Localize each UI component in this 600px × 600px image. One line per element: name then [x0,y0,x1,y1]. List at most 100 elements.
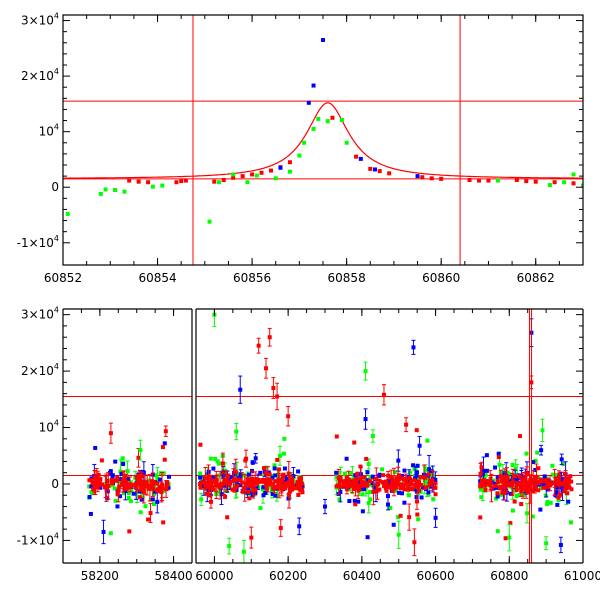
data-point [269,168,273,173]
data-point [360,483,365,488]
data-point [118,477,123,482]
x-tick-label: 60860 [422,271,460,285]
model-curve [63,102,583,179]
data-point [366,461,371,466]
data-point [299,481,304,486]
data-point [508,521,513,526]
data-point [270,491,275,496]
x-tick-label: 61000 [564,569,600,583]
data-point [250,476,255,481]
data-point [559,457,564,462]
data-point [129,488,134,493]
data-point [227,486,232,491]
data-point [344,456,349,461]
data-point [120,479,125,484]
data-point [254,477,259,482]
data-point [484,453,489,458]
data-point [397,473,402,478]
data-point [160,483,165,488]
data-point [364,481,369,486]
data-point [563,477,568,482]
y-tick-label: -1×104 [17,531,59,547]
data-point [204,485,209,490]
data-point [300,487,305,492]
data-point [208,474,213,479]
y-tick-label: 0 [51,180,59,194]
data-point [300,484,305,489]
data-point [125,469,130,474]
data-point [423,467,428,472]
data-point [515,482,520,487]
data-point [272,484,277,489]
data-point [374,476,379,481]
data-point [280,475,285,480]
x-tick-label: 58200 [81,569,119,583]
data-point [533,179,538,184]
data-point [485,468,490,473]
data-point [423,475,428,480]
data-point [119,483,124,488]
data-point [390,488,395,493]
data-point [162,441,167,446]
data-point [544,478,549,483]
data-point [334,475,339,480]
data-point [117,494,122,499]
data-point [391,522,396,527]
data-point [100,482,105,487]
series-red [127,115,576,186]
data-point [110,481,115,486]
data-point [385,485,390,490]
data-point [550,463,555,468]
data-point [367,482,372,487]
data-point [247,496,252,501]
data-point [424,485,429,490]
y-tick-label-exponent: 4 [54,12,59,21]
data-point [526,486,531,491]
data-point [139,497,144,502]
data-point [553,477,558,482]
data-point [89,490,94,495]
data-point [531,481,536,486]
data-point [407,476,412,481]
data-point [536,479,541,484]
data-point [513,477,518,482]
data-point [496,451,501,456]
data-point [514,494,519,499]
data-point [323,504,327,509]
data-point [143,504,148,509]
data-point [494,496,499,501]
data-point [139,474,144,479]
data-point [347,487,352,492]
data-point [338,490,343,495]
data-point [139,479,144,484]
data-point [504,478,509,483]
data-point [480,480,485,485]
plot-area [63,15,583,265]
data-point [404,479,409,484]
data-point [273,479,278,484]
data-point [212,179,217,184]
data-point [519,489,524,494]
data-point [235,484,240,489]
data-point [394,488,399,493]
data-point [518,481,523,486]
data-point [259,170,264,175]
data-point [198,442,203,447]
data-point [162,457,167,462]
data-point [521,480,526,485]
data-point [368,497,373,502]
data-point [414,488,419,493]
data-point [344,475,349,480]
data-point [219,492,224,497]
data-point [251,488,256,493]
data-point [413,483,418,488]
data-point [250,172,255,177]
data-point [566,476,571,481]
data-point [370,474,375,479]
data-point [113,498,118,503]
data-point [525,511,530,516]
data-point [368,489,373,494]
data-point [215,459,220,464]
data-point [256,343,261,348]
